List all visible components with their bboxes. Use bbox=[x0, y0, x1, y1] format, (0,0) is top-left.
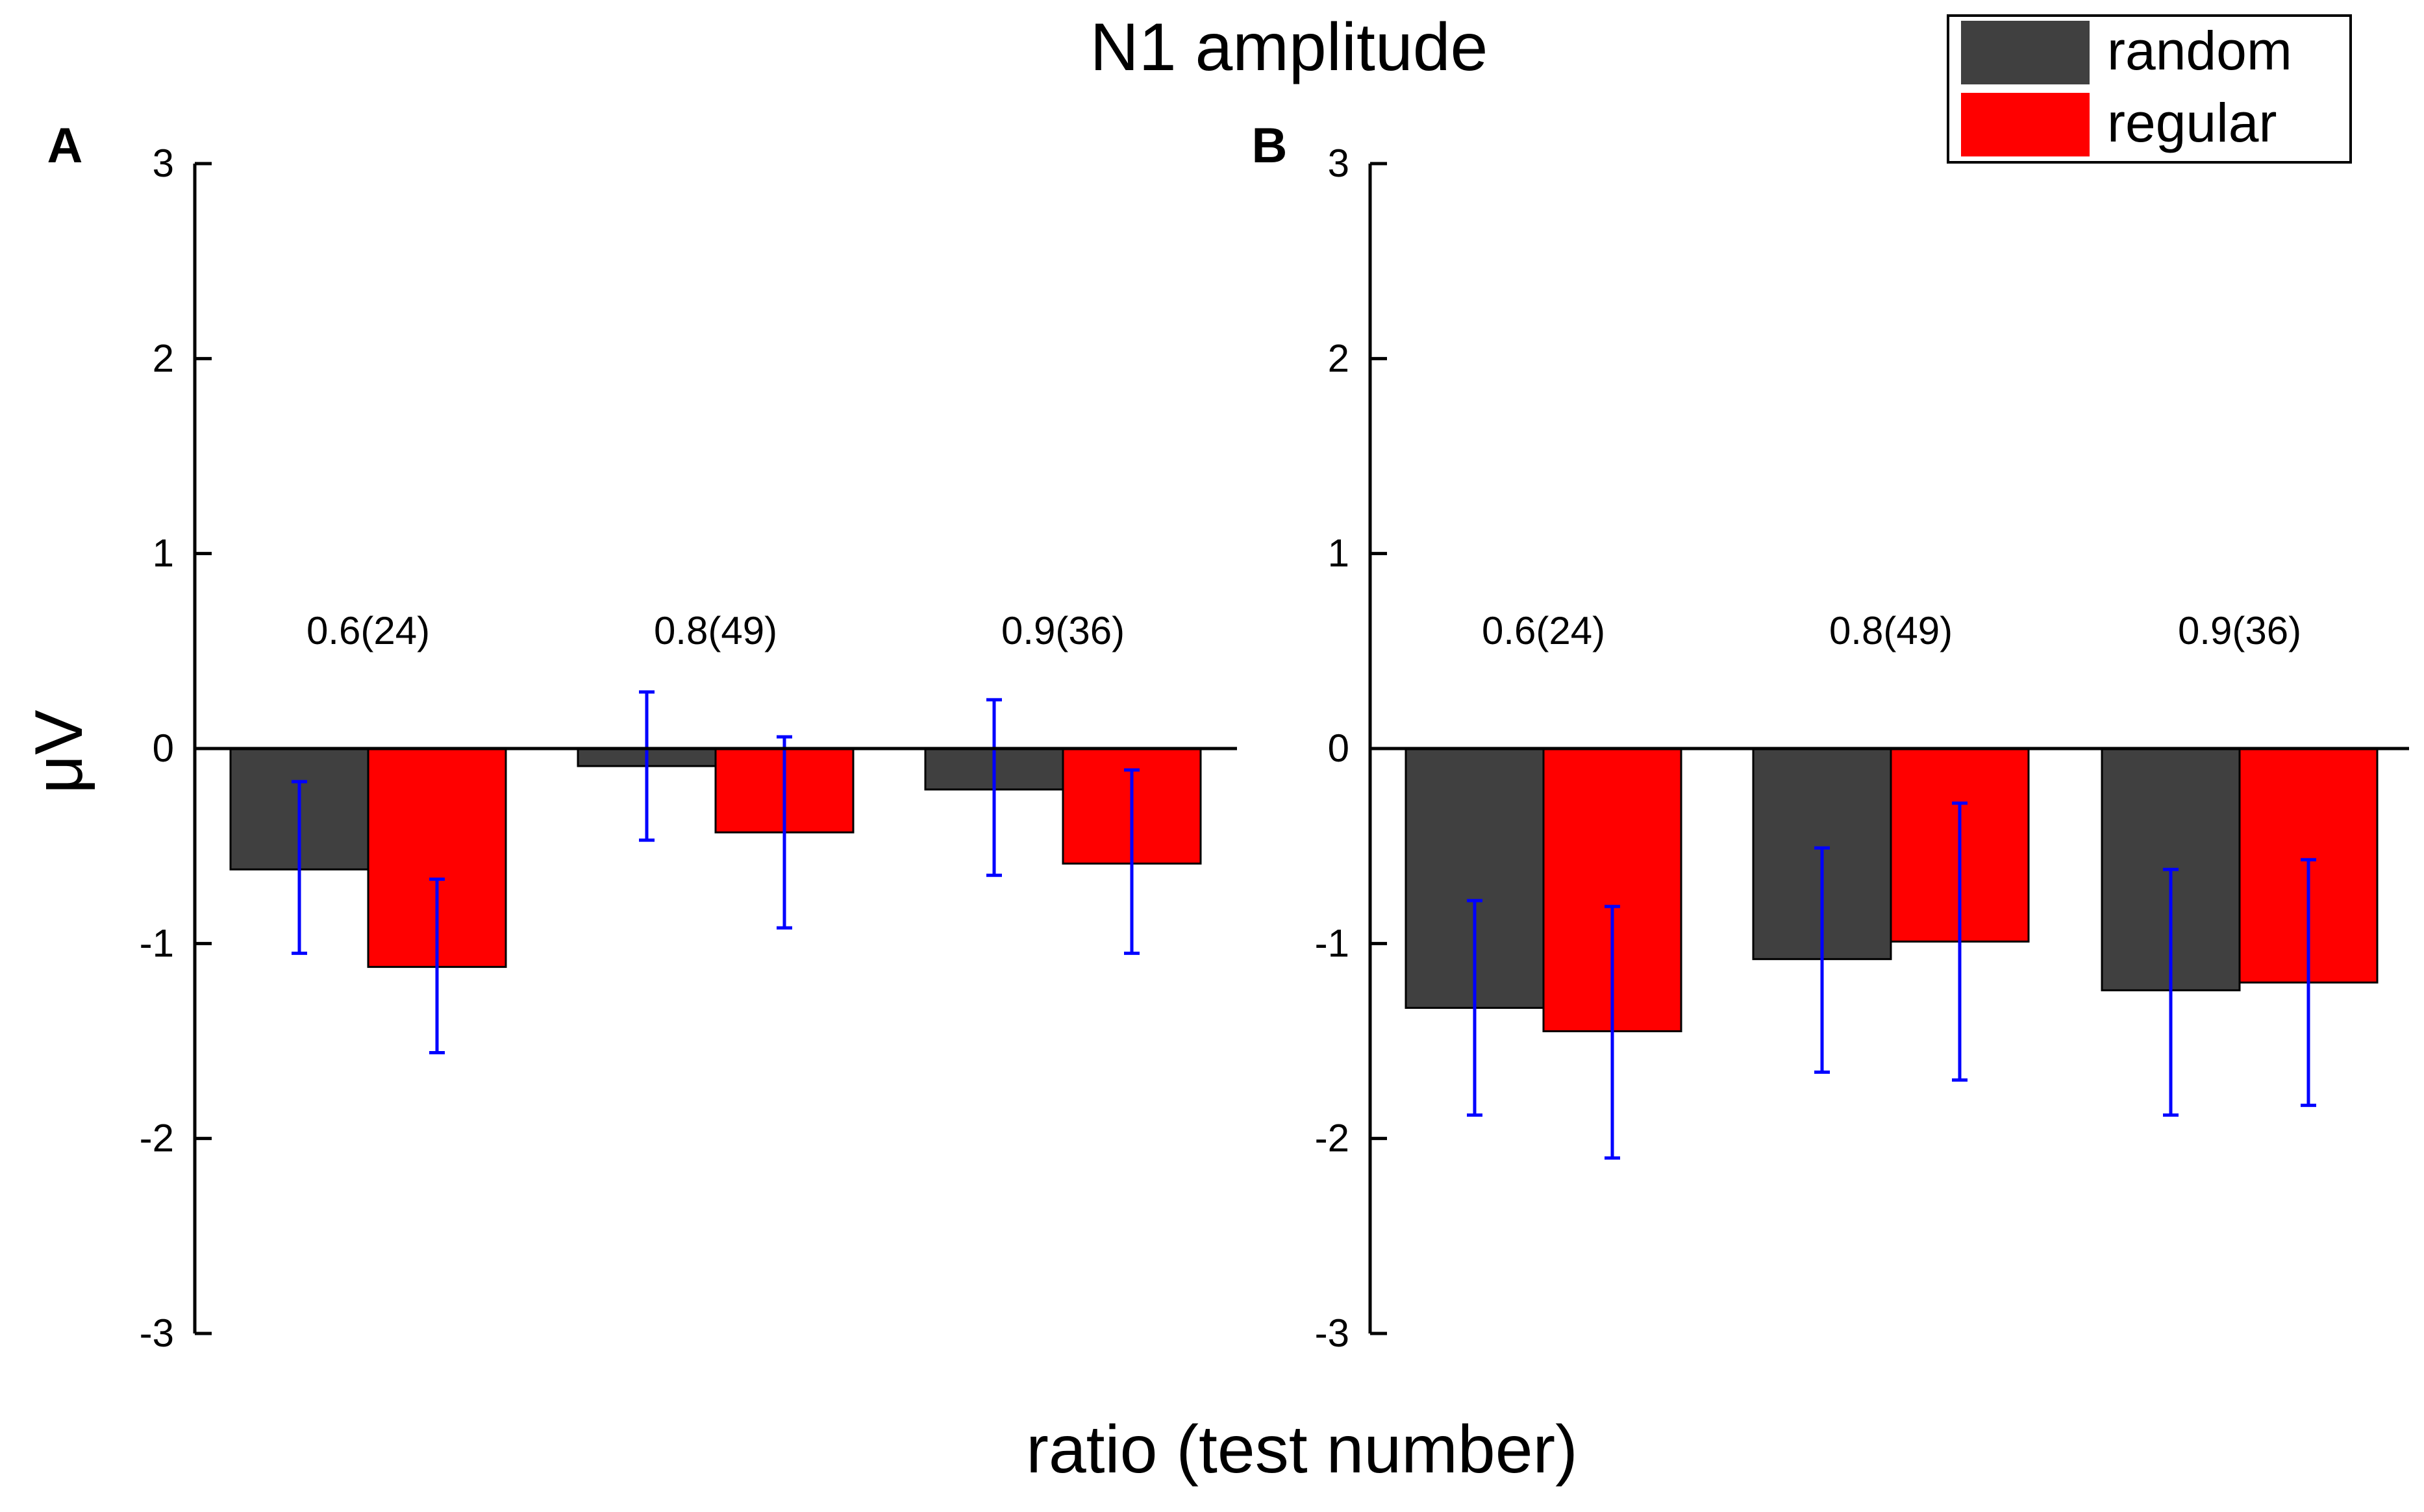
legend: random regular bbox=[1947, 14, 2352, 164]
y-tick-label: 1 bbox=[1328, 532, 1349, 575]
error-bar-regular-1 bbox=[1605, 904, 1620, 1160]
panel-label-b: B bbox=[1252, 118, 1288, 173]
panel-b: B -3 -2 -1 0 1 2 3 0.6(24) 0.8(49) 0.9(36) bbox=[1252, 118, 2409, 1355]
error-bar-regular-3 bbox=[1124, 768, 1140, 955]
panel-label-a: A bbox=[47, 118, 83, 173]
legend-label-random: random bbox=[2107, 20, 2292, 81]
error-bar-regular-2 bbox=[777, 735, 792, 930]
y-axis-label: μV bbox=[21, 710, 97, 793]
figure-title: N1 amplitude bbox=[1090, 10, 1488, 85]
y-tick-label: -3 bbox=[140, 1311, 174, 1355]
y-tick-label: 1 bbox=[153, 532, 174, 575]
y-tick-label: 3 bbox=[1328, 142, 1349, 185]
error-bar-random-2 bbox=[639, 690, 655, 842]
category-label-3: 0.9(36) bbox=[2178, 609, 2301, 652]
y-tick-label: -2 bbox=[1315, 1117, 1349, 1160]
category-label-3: 0.9(36) bbox=[1001, 609, 1125, 652]
error-bar-random-1 bbox=[1467, 899, 1482, 1117]
category-label-2: 0.8(49) bbox=[654, 609, 777, 652]
legend-swatch-random bbox=[1961, 21, 2090, 84]
y-tick-label: 0 bbox=[1328, 726, 1349, 770]
error-bar-random-3 bbox=[986, 698, 1002, 877]
error-bar-random-2 bbox=[1814, 846, 1830, 1074]
panel-a: A -3 -2 -1 0 1 2 3 0.6(24) 0.8(49) 0.9(36) bbox=[47, 118, 1237, 1355]
legend-swatch-regular bbox=[1961, 93, 2090, 156]
y-tick-label: 3 bbox=[153, 142, 174, 185]
error-bar-regular-2 bbox=[1952, 801, 1968, 1082]
category-label-2: 0.8(49) bbox=[1829, 609, 1953, 652]
y-tick-label: -3 bbox=[1315, 1311, 1349, 1355]
category-label-1: 0.6(24) bbox=[1482, 609, 1605, 652]
y-tick-label: -2 bbox=[140, 1117, 174, 1160]
error-bar-random-3 bbox=[2163, 867, 2179, 1117]
error-bar-regular-1 bbox=[429, 877, 445, 1055]
error-bar-random-1 bbox=[292, 780, 307, 955]
y-tick-label: -1 bbox=[1315, 921, 1349, 965]
y-tick-label: 0 bbox=[153, 726, 174, 770]
y-tick-label: -1 bbox=[140, 921, 174, 965]
y-tick-label: 2 bbox=[1328, 336, 1349, 380]
x-axis-label: ratio (test number) bbox=[1026, 1412, 1578, 1487]
error-bar-regular-3 bbox=[2301, 858, 2316, 1108]
legend-label-regular: regular bbox=[2107, 92, 2277, 153]
category-label-1: 0.6(24) bbox=[306, 609, 430, 652]
y-tick-label: 2 bbox=[153, 336, 174, 380]
